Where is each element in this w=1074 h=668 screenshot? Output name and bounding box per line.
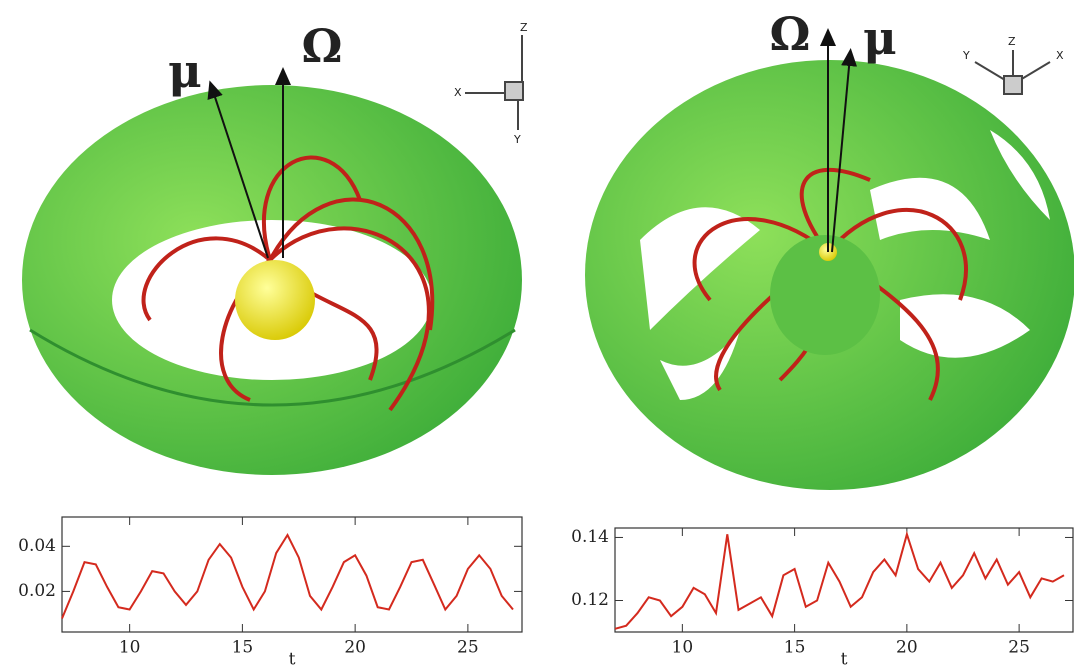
y-tick-label: 0.14 xyxy=(571,527,609,547)
figure: μ Ω X Y Z Ω μ Y Z X 10 15 20 25 0.02 0.04 t 10 1… xyxy=(0,0,1074,668)
axis-label: X xyxy=(454,86,462,99)
right-render: Ω μ Y Z X xyxy=(585,7,1074,490)
x-tick-label: 15 xyxy=(232,638,254,658)
data-line xyxy=(615,534,1064,629)
omega-label: Ω xyxy=(302,19,343,73)
axis-label: Y xyxy=(513,133,521,146)
star xyxy=(235,260,315,340)
plot-frame xyxy=(62,517,522,632)
x-tick-label: 15 xyxy=(784,638,806,658)
x-tick-label: 10 xyxy=(119,638,141,658)
x-tick-label: 20 xyxy=(344,638,366,658)
data-line xyxy=(62,535,513,619)
x-tick-label: 25 xyxy=(457,638,479,658)
x-axis-label: t xyxy=(841,650,848,668)
y-tick-label: 0.04 xyxy=(18,536,56,556)
y-tick-label: 0.02 xyxy=(18,581,56,601)
x-tick-label: 25 xyxy=(1008,638,1030,658)
x-tick-label: 20 xyxy=(896,638,918,658)
mu-label: μ xyxy=(863,11,897,65)
omega-label: Ω xyxy=(770,7,811,61)
plot-frame xyxy=(615,528,1073,632)
x-tick-label: 10 xyxy=(672,638,694,658)
axis-label: Y xyxy=(962,49,970,62)
y-tick-label: 0.12 xyxy=(571,590,609,610)
axis-triad xyxy=(465,35,523,130)
left-render: μ Ω X Y Z xyxy=(22,19,528,475)
x-axis-label: t xyxy=(289,650,296,668)
mu-label: μ xyxy=(168,44,202,98)
axis-label: Z xyxy=(520,21,528,34)
axis-label: Z xyxy=(1008,35,1016,48)
axis-label: X xyxy=(1056,49,1064,62)
axis-triad xyxy=(975,50,1050,94)
